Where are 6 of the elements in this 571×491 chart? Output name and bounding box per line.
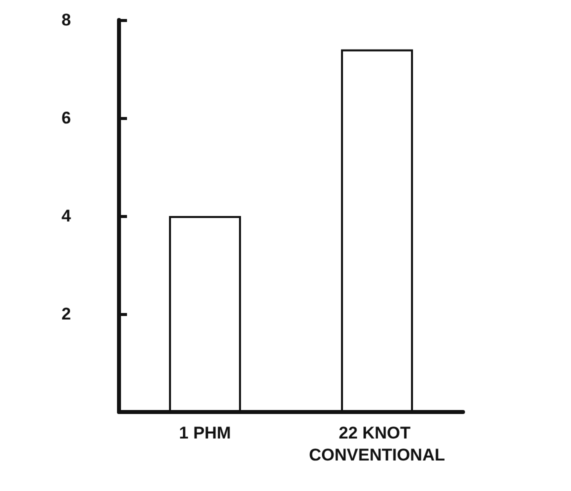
y-tick-label: 8 — [62, 10, 71, 30]
y-tick-label: 6 — [62, 108, 71, 128]
x-tick-label: 1 PHM — [179, 424, 231, 442]
y-tick-label: 4 — [62, 206, 72, 226]
y-tick-label: 2 — [62, 304, 71, 324]
x-tick-label: 22 KNOT CONVENTIONAL — [309, 424, 445, 464]
